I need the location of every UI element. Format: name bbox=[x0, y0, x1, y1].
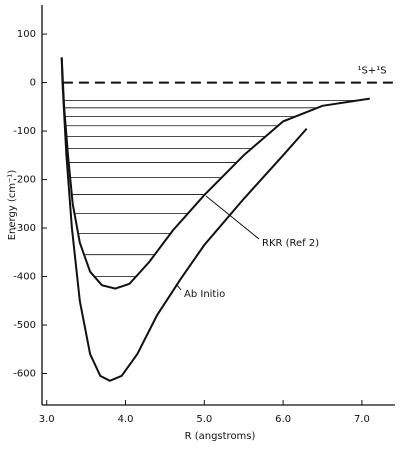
curve-label: Ab Initio bbox=[184, 289, 225, 300]
curve bbox=[60, 57, 308, 382]
x-tick-label: 4.0 bbox=[118, 414, 134, 425]
y-tick-label: 100 bbox=[17, 29, 36, 40]
curve-label: RKR (Ref 2) bbox=[262, 238, 319, 249]
y-axis-label: Energy (cm⁻¹) bbox=[7, 170, 18, 241]
annotation-arrow bbox=[176, 284, 182, 291]
y-tick-label: -500 bbox=[13, 320, 36, 331]
y-tick-label: -300 bbox=[13, 223, 36, 234]
x-axis-label: R (angstroms) bbox=[185, 431, 256, 442]
asymptote-label: ¹S+¹S bbox=[357, 66, 386, 77]
y-tick-label: -100 bbox=[13, 126, 36, 137]
x-tick-label: 7.0 bbox=[354, 414, 370, 425]
y-tick-label: 0 bbox=[30, 78, 36, 89]
y-tick-label: -400 bbox=[13, 272, 36, 283]
y-tick-label: -600 bbox=[13, 368, 36, 379]
x-tick-label: 5.0 bbox=[196, 414, 212, 425]
x-tick-label: 3.0 bbox=[39, 414, 55, 425]
y-tick-label: -200 bbox=[13, 175, 36, 186]
curve bbox=[60, 57, 370, 290]
annotation-arrow bbox=[205, 195, 260, 240]
x-tick-label: 6.0 bbox=[275, 414, 291, 425]
